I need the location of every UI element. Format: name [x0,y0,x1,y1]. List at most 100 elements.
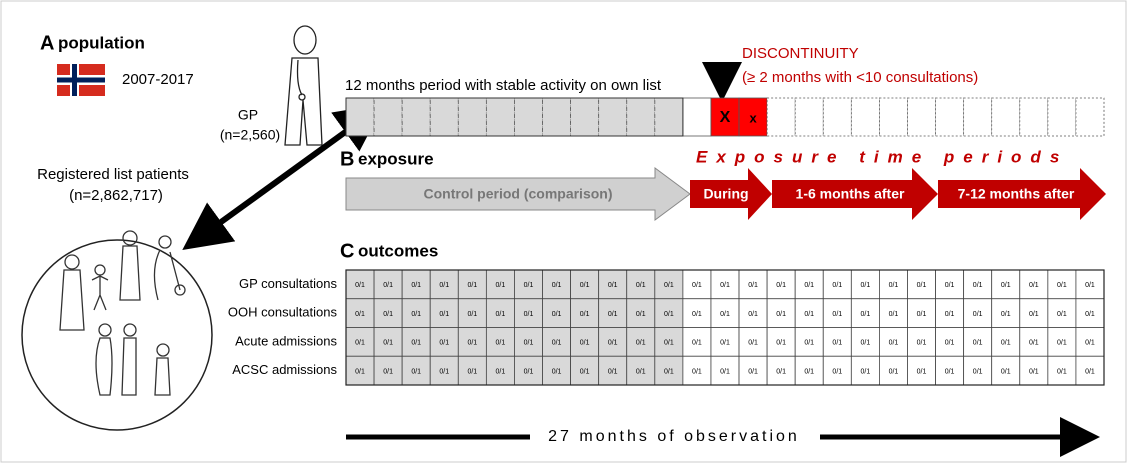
grid-cell [963,355,993,386]
timeline-cell [935,97,965,137]
grid-cell [738,298,768,328]
cell-label: 0/1 [861,368,871,375]
row-label: ACSC admissions [232,362,337,377]
link-arrow [182,103,385,251]
cell-label: 0/1 [467,368,477,375]
grid-cell [401,269,431,300]
discontinuity-title: DISCONTINUITY [742,45,859,62]
gp-n: (n=2,560) [220,127,280,143]
timeline-cell [710,97,740,137]
cell-label: 0/1 [917,311,927,318]
patients-n: (n=2,862,717) [69,187,163,204]
cell-label: 0/1 [861,311,871,318]
grid-cell [1019,298,1049,328]
grid-cell [766,298,796,328]
cell-label: 0/1 [748,340,758,347]
grid-cell [1019,327,1049,357]
cell-label: 0/1 [720,282,730,289]
cell-label: 0/1 [889,340,899,347]
grid-cell [794,355,824,386]
grid-cell [570,355,600,386]
panel-letter: C [340,240,354,262]
cell-label: 0/1 [1001,368,1011,375]
panel-letter: A [40,32,54,54]
cell-label: 0/1 [861,282,871,289]
cell-label: 0/1 [720,340,730,347]
cell-label: 0/1 [383,340,393,347]
period-label: 1-6 months after [796,186,905,202]
periods-title: Exposure time periods [696,147,1068,166]
timeline-cell [1075,97,1105,137]
cell-label: 0/1 [776,282,786,289]
grid-cell [935,355,965,386]
grid-cell [822,269,852,300]
cell-label: 0/1 [1085,340,1095,347]
cell-label: 0/1 [692,368,702,375]
grid-cell [935,298,965,328]
cell-label: 0/1 [1057,282,1067,289]
discontinuity-note: (≥ 2 months with <10 consultations) [742,69,978,86]
grid-cell [654,298,684,328]
cell-label: 0/1 [1001,340,1011,347]
cell-label: 0/1 [467,311,477,318]
grid-cell [514,355,543,386]
timeline-cell [991,97,1021,137]
cell-label: 0/1 [973,340,983,347]
cell-label: 0/1 [355,368,365,375]
cell-label: 0/1 [580,340,590,347]
cell-label: 0/1 [383,282,393,289]
row-label: OOH consultations [228,305,338,320]
grid-cell [514,327,543,357]
cell-label: 0/1 [608,311,618,318]
cell-label: 0/1 [608,340,618,347]
cell-label: 0/1 [355,340,365,347]
cell-label: 0/1 [1085,311,1095,318]
cell-label: 0/1 [720,368,730,375]
grid-cell [1075,269,1105,300]
cell-label: 0/1 [552,311,562,318]
cell-label: 0/1 [804,340,814,347]
cell-label: 0/1 [439,311,449,318]
cell-label: 0/1 [1057,340,1067,347]
grid-cell [766,327,796,357]
grid-cell [345,327,375,357]
timeline-cell [542,97,571,137]
grid-cell [738,327,768,357]
grid-cell [738,269,768,300]
cell-label: 0/1 [664,368,674,375]
years: 2007-2017 [122,71,194,88]
grid-cell [907,298,936,328]
cell-label: 0/1 [524,340,534,347]
cell-label: 0/1 [1001,282,1011,289]
timeline-caption: 12 months period with stable activity on… [345,77,662,94]
cell-label: 0/1 [524,311,534,318]
cell-label: 0/1 [832,340,842,347]
timeline-cell [738,97,768,137]
cell-label: 0/1 [383,368,393,375]
cell-label: 0/1 [439,282,449,289]
timeline-cell [879,97,908,137]
grid-cell [485,355,515,386]
cell-label: 0/1 [973,368,983,375]
cell-label: 0/1 [439,340,449,347]
grid-cell [570,298,600,328]
grid-cell [457,298,487,328]
grid-cell [1075,355,1105,386]
cell-label: 0/1 [608,282,618,289]
cell-label: 0/1 [664,340,674,347]
cell-label: 0/1 [692,311,702,318]
timeline-cell [654,97,684,137]
grid-outline [345,269,1105,386]
timeline-cell [794,97,824,137]
grid-cell [879,327,908,357]
timeline-cell [822,97,852,137]
timeline-cell [682,97,712,137]
timeline-cell [1019,97,1049,137]
cell-label: 0/1 [496,282,506,289]
timeline-cell [345,97,375,137]
cell-label: 0/1 [832,368,842,375]
cell-label: 0/1 [467,340,477,347]
cell-label: 0/1 [945,311,955,318]
grid-cell [373,327,403,357]
panel-title: outcomes [358,241,438,260]
